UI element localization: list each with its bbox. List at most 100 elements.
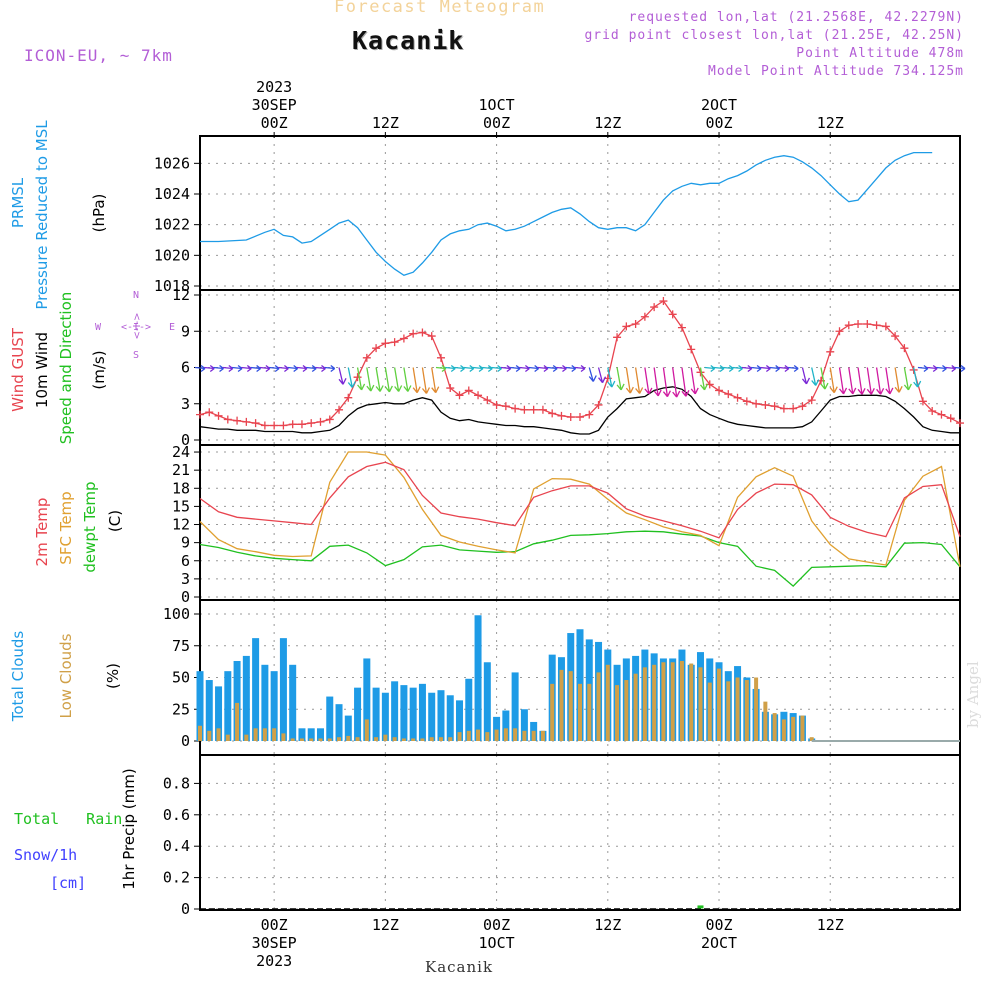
gust-marker (668, 310, 677, 319)
wind-direction-arrow (820, 367, 829, 390)
total-cloud-bar (372, 687, 380, 741)
low-cloud-bar (624, 680, 629, 741)
wind-direction-arrow (769, 364, 781, 373)
wind-direction-arrow (838, 367, 848, 395)
label-ms: (m/s) (90, 350, 108, 389)
low-cloud-bar (550, 683, 555, 741)
gust-marker (733, 393, 742, 402)
low-cloud-bar (735, 677, 740, 741)
panel-frame (199, 444, 961, 601)
top-time-label: 1OCT (479, 96, 515, 114)
wind-direction-arrow (287, 364, 299, 373)
top-time-label: 00Z (483, 114, 510, 132)
low-cloud-bar (411, 738, 416, 741)
wind-direction-arrow (885, 367, 894, 395)
low-cloud-bar (216, 728, 221, 741)
wind-direction-arrow (510, 364, 521, 373)
wind-direction-arrow (811, 367, 820, 386)
label-total-clouds: Total Clouds (9, 631, 27, 723)
total-cloud-bar (307, 728, 315, 741)
y-tick-label: 0.6 (163, 806, 190, 824)
info-requested: requested lon,lat (21.2568E, 42.2279N) (628, 10, 964, 25)
total-cloud-bar (363, 658, 371, 741)
low-cloud-bar (290, 738, 295, 741)
low-cloud-bar (633, 673, 638, 741)
wind-direction-arrow (384, 367, 393, 393)
y-tick-label: 1026 (154, 154, 190, 172)
low-cloud-bar (596, 672, 601, 741)
gust-marker (325, 415, 334, 424)
low-cloud-bar (763, 701, 768, 741)
wind-direction-arrow (672, 367, 681, 398)
gust-marker (891, 332, 900, 341)
gust-marker (390, 338, 399, 347)
low-cloud-bar (429, 737, 434, 741)
gust-marker (205, 408, 214, 417)
y-tick-label: 75 (172, 637, 190, 655)
low-cloud-bar (309, 738, 314, 741)
low-cloud-bar (698, 667, 703, 741)
y-tick-label: 12 (172, 516, 190, 534)
gust-marker (297, 420, 306, 429)
low-cloud-bar (494, 729, 499, 741)
gust-marker (594, 400, 603, 409)
low-cloud-bar (198, 725, 202, 741)
wind-direction-arrow (241, 364, 252, 373)
gust-marker (233, 416, 242, 425)
low-cloud-bar (337, 737, 342, 741)
gust-marker (900, 344, 909, 353)
wind-direction-arrow (296, 364, 308, 373)
total-cloud-bar (344, 715, 352, 741)
total-cloud-bar (446, 695, 454, 741)
low-cloud-bar (438, 737, 443, 741)
bottom-time-label: 30SEP (252, 934, 297, 952)
gust-marker (854, 320, 863, 328)
low-cloud-bar (652, 664, 657, 741)
total-cloud-bar (205, 680, 213, 741)
wind-direction-arrow (927, 364, 938, 373)
gust-marker (492, 400, 501, 409)
gust-marker (223, 415, 232, 424)
label-snow: Snow/1h (14, 846, 77, 864)
gust-marker (362, 353, 371, 362)
gust-marker (501, 402, 510, 411)
low-cloud-bar (401, 738, 406, 741)
compass-w: W (95, 322, 102, 333)
gust-marker (538, 405, 547, 414)
wind-direction-arrow (315, 364, 326, 373)
total-cloud-bar (409, 687, 417, 741)
gust-marker (196, 410, 204, 419)
total-cloud-bar (252, 638, 260, 741)
gust-marker (381, 339, 390, 348)
total-cloud-bar (465, 678, 473, 741)
gust-marker (881, 322, 890, 331)
wind-direction-arrow (537, 364, 549, 373)
low-cloud-bar (642, 667, 647, 741)
bottom-time-label: 00Z (705, 916, 732, 934)
gust-marker (872, 321, 881, 330)
gust-marker (409, 329, 418, 338)
top-time-label: 30SEP (252, 96, 297, 114)
gust-marker (288, 420, 297, 429)
info-altitude: Point Altitude 478m (796, 46, 964, 61)
wind-direction-arrow (954, 364, 966, 373)
gust-marker (826, 347, 835, 356)
wind-direction-arrow (547, 364, 558, 373)
wind-direction-arrow (690, 367, 699, 395)
gust-marker (779, 404, 788, 413)
gust-marker (576, 413, 584, 422)
footer-location: Kacanik (425, 958, 494, 976)
wind-direction-arrow (421, 367, 431, 394)
wind-direction-arrow (704, 364, 716, 373)
gust-marker (307, 419, 316, 428)
gust-marker (650, 303, 659, 312)
gust-marker (344, 393, 353, 402)
info-model-altitude: Model Point Altitude 734.125m (708, 64, 964, 79)
bottom-time-label: 12Z (372, 916, 399, 934)
gust-marker (520, 405, 529, 414)
wind-direction-arrow (778, 364, 790, 373)
wind10m-line (199, 386, 960, 435)
gust-marker (418, 328, 427, 337)
wind-direction-arrow (894, 367, 903, 393)
gust-marker (844, 321, 853, 330)
